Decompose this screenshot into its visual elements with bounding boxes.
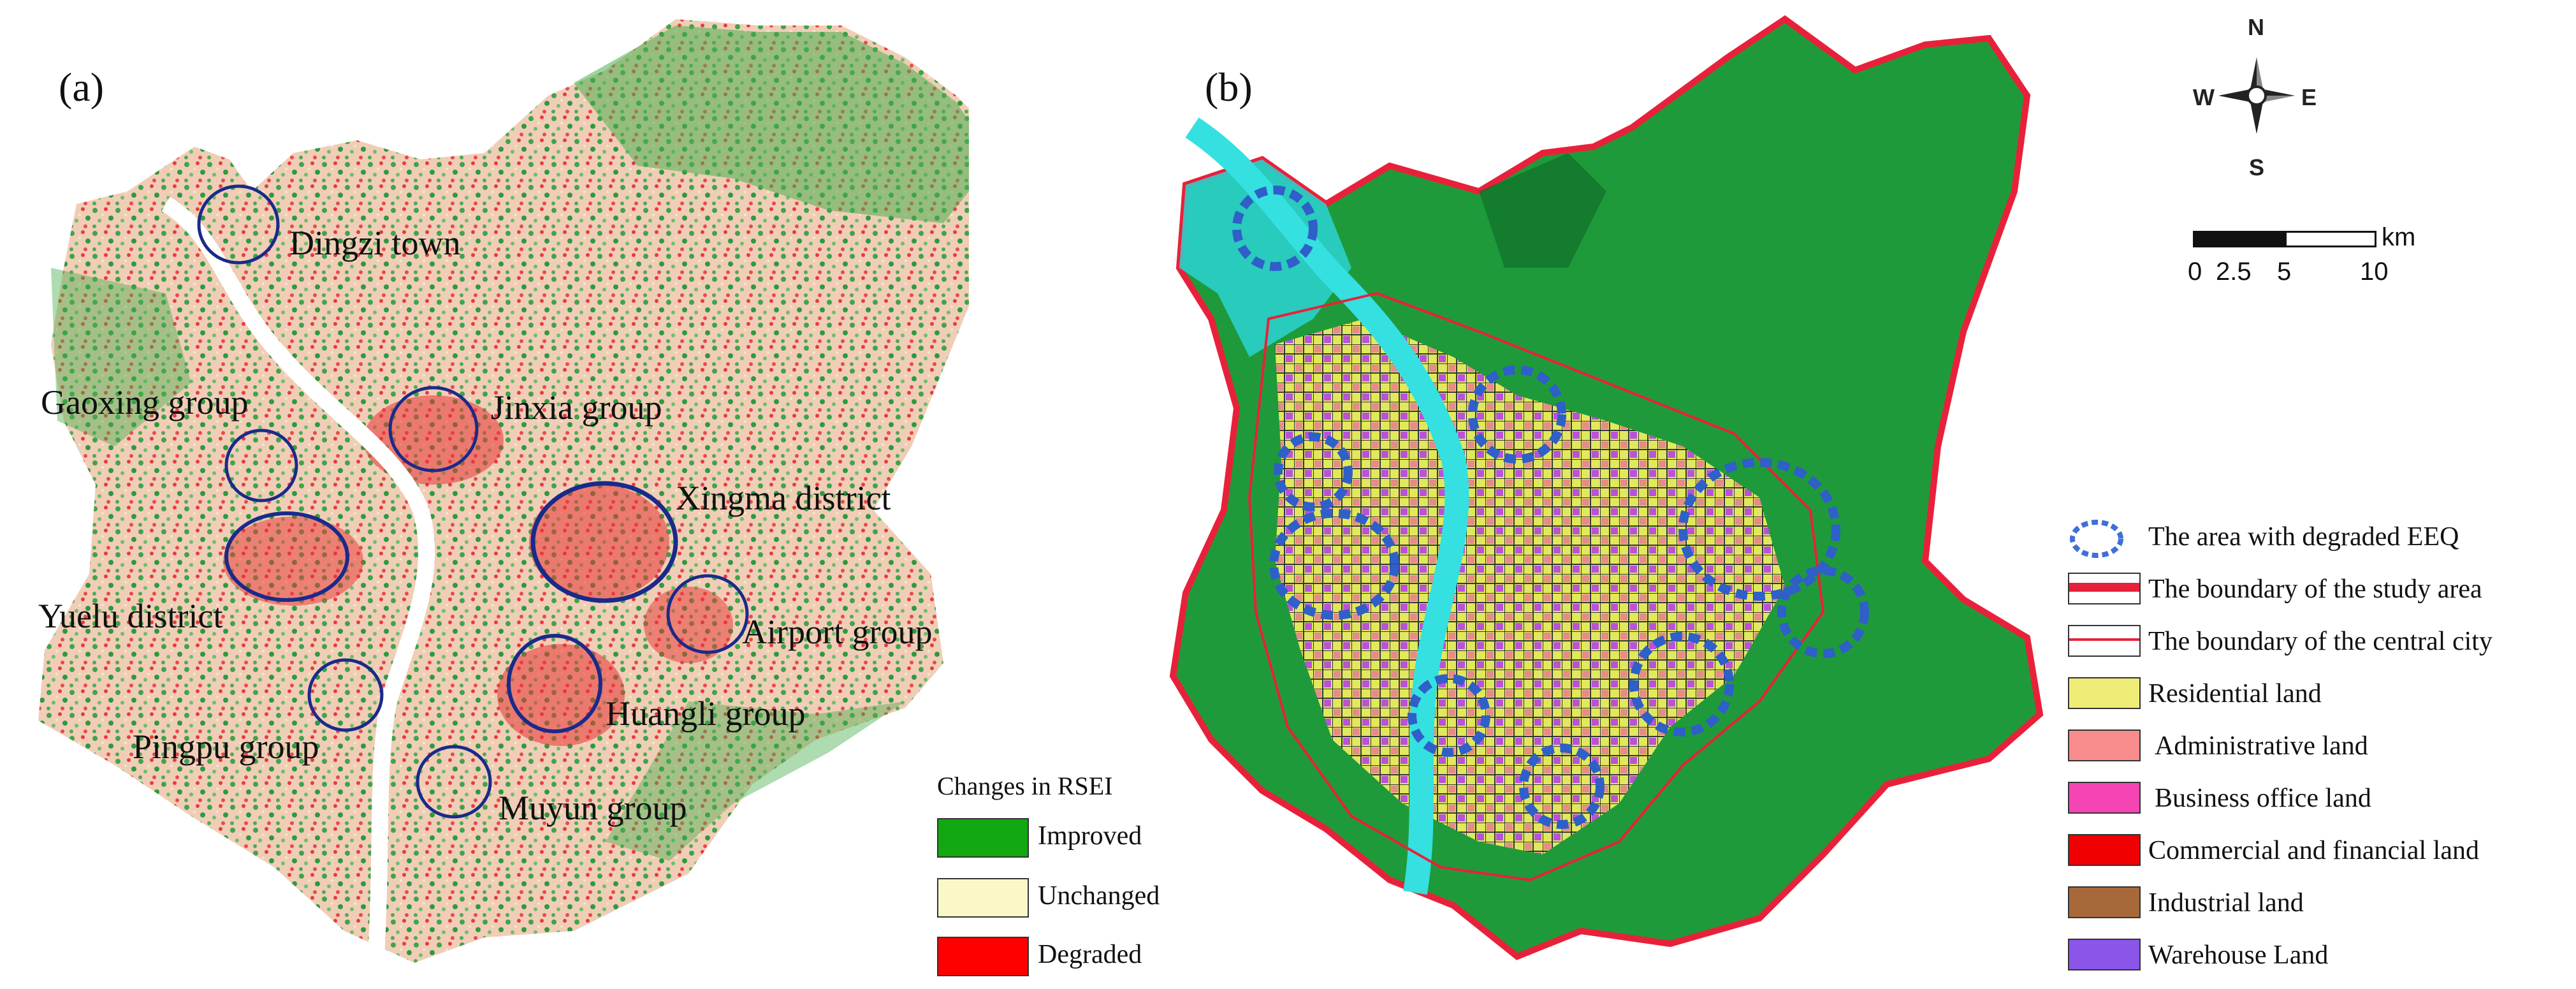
legend-b-swatch-business-office bbox=[2068, 782, 2141, 814]
place-label-pingpu-group: Pingpu group bbox=[133, 728, 319, 766]
circle-jinxia-group bbox=[388, 386, 479, 473]
compass-west-label: W bbox=[2193, 84, 2215, 110]
circle-dingzi-town bbox=[197, 184, 280, 265]
legend-b-swatch-industrial bbox=[2068, 886, 2141, 918]
eeq-circle bbox=[1232, 186, 1318, 271]
legend-b-label-industrial: Industrial land bbox=[2148, 888, 2304, 918]
degraded-patch bbox=[644, 587, 733, 663]
compass-east-label: E bbox=[2301, 84, 2317, 110]
circle-yuelu-district bbox=[224, 511, 349, 602]
scale-tick-10: 10 bbox=[2360, 258, 2389, 286]
panel-a-rsei-map bbox=[38, 19, 969, 963]
legend-b-symbol-degraded-eeq bbox=[2070, 520, 2123, 558]
legend-b-label-administrative: Administrative land bbox=[2155, 731, 2368, 761]
degraded-patch bbox=[497, 644, 625, 746]
scale-tick-0: 0 bbox=[2188, 258, 2202, 286]
eeq-circle bbox=[1269, 509, 1399, 620]
eeq-circle bbox=[1519, 744, 1605, 829]
circle-xingma-district bbox=[530, 481, 678, 603]
place-label-jinxia-group: Jinxia group bbox=[491, 388, 662, 427]
legend-a-label-degraded: Degraded bbox=[1038, 940, 1142, 969]
panel-b-land-use-map bbox=[1169, 15, 2044, 960]
eeq-circle bbox=[1274, 432, 1353, 511]
place-label-huangli-group: Huangli group bbox=[606, 694, 806, 733]
circle-gaoxing-group bbox=[224, 429, 298, 502]
degraded-patch bbox=[529, 485, 669, 599]
compass-rose-icon bbox=[2218, 57, 2295, 134]
eeq-circle bbox=[1468, 365, 1566, 464]
panel-b-river bbox=[1185, 117, 1469, 895]
place-label-muyun-group: Muyun group bbox=[498, 789, 687, 827]
eeq-circle bbox=[1777, 566, 1869, 658]
place-label-gaoxing-group: Gaoxing group bbox=[41, 383, 249, 421]
legend-b-swatch-warehouse bbox=[2068, 939, 2141, 971]
legend-a-label-unchanged: Unchanged bbox=[1038, 881, 1160, 911]
place-label-airport-group: Airport group bbox=[742, 613, 933, 651]
legend-b-swatch-residential bbox=[2068, 677, 2141, 709]
legend-a-title: Changes in RSEI bbox=[937, 772, 1113, 800]
circle-airport-group bbox=[666, 574, 749, 654]
legend-b-label-central-boundary: The boundary of the central city bbox=[2148, 627, 2492, 656]
legend-b-label-residential: Residential land bbox=[2148, 679, 2322, 708]
compass-south-label: S bbox=[2249, 154, 2265, 180]
circle-muyun-group bbox=[416, 745, 492, 819]
compass-north-label: N bbox=[2248, 14, 2264, 40]
scale-unit: km bbox=[2382, 223, 2416, 251]
scale-tick-5: 5 bbox=[2277, 258, 2292, 286]
degraded-eeq-circles bbox=[1232, 186, 1869, 829]
panel-b-hill-region bbox=[1479, 153, 1606, 268]
panel-a-label: (a) bbox=[59, 64, 105, 110]
legend-b-label-warehouse: Warehouse Land bbox=[2148, 941, 2329, 970]
legend-a-swatch-degraded bbox=[937, 937, 1029, 976]
legend-b-swatch-administrative bbox=[2068, 729, 2141, 761]
eeq-circle bbox=[1678, 458, 1840, 601]
place-label-yuelu-district: Yuelu district bbox=[38, 597, 223, 635]
scale-bar bbox=[2193, 231, 2376, 247]
legend-a-label-improved: Improved bbox=[1038, 821, 1142, 851]
place-label-dingzi-town: Dingzi town bbox=[289, 224, 461, 262]
legend-b-symbol-study-boundary bbox=[2068, 573, 2141, 604]
legend-b-label-degraded-eeq: The area with degraded EEQ bbox=[2148, 522, 2459, 552]
degraded-patch bbox=[223, 516, 363, 606]
panel-a-green-region-west bbox=[51, 268, 191, 446]
legend-a-swatch-improved bbox=[937, 818, 1029, 858]
legend-b-label-commercial-financial: Commercial and financial land bbox=[2148, 836, 2479, 865]
legend-b-label-business-office: Business office land bbox=[2155, 784, 2371, 813]
panel-b-legend: The area with degraded EEQ The boundary … bbox=[2059, 510, 2569, 982]
panel-a-green-region-north bbox=[574, 26, 969, 223]
panel-b-label: (b) bbox=[1205, 64, 1253, 110]
panel-b-urban-core bbox=[1275, 319, 1785, 854]
panel-a-green-region-southeast bbox=[606, 701, 905, 861]
circle-huangli-group bbox=[507, 634, 602, 733]
circle-pingpu-group bbox=[307, 658, 384, 732]
legend-b-symbol-central-boundary bbox=[2068, 625, 2141, 657]
legend-b-swatch-commercial-financial bbox=[2068, 834, 2141, 866]
panel-b-central-city-boundary bbox=[1248, 291, 1825, 882]
scale-tick-2-5: 2.5 bbox=[2216, 258, 2252, 286]
legend-a-swatch-unchanged bbox=[937, 878, 1029, 918]
eeq-circle bbox=[1408, 674, 1490, 757]
legend-b-label-study-boundary: The boundary of the study area bbox=[2148, 575, 2482, 604]
place-label-xingma-district: Xingma district bbox=[676, 479, 891, 517]
panel-a-legend: Changes in RSEI Improved Unchanged Degra… bbox=[931, 768, 1186, 985]
panel-a-river bbox=[161, 196, 435, 957]
scale-bar-filled bbox=[2195, 233, 2287, 245]
eeq-circle bbox=[1629, 632, 1734, 736]
panel-a-study-area bbox=[38, 19, 969, 963]
